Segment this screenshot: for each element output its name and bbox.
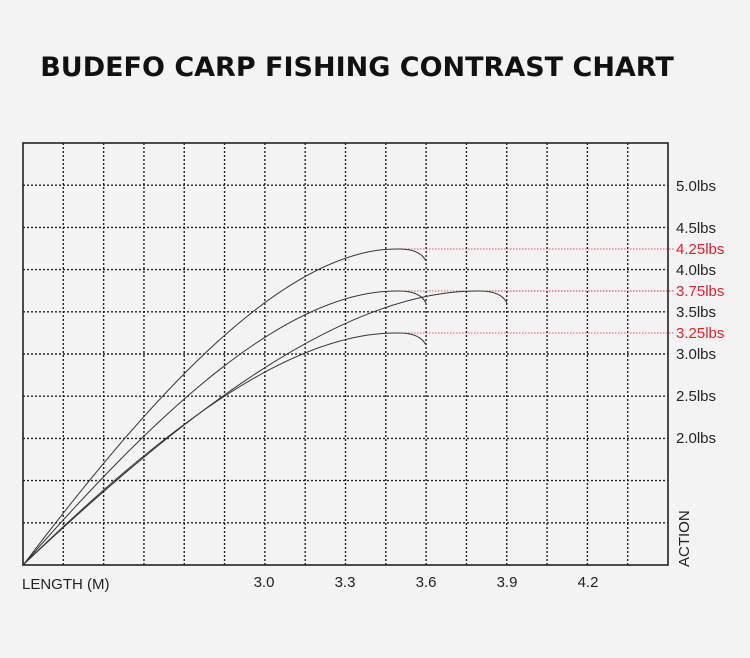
y-tick-label: 3.0lbs bbox=[676, 346, 716, 363]
x-axis-ticks: 3.0 3.3 3.6 3.9 4.2 bbox=[254, 574, 599, 591]
rod-curve bbox=[23, 332, 427, 565]
curves bbox=[23, 248, 508, 565]
y-tick-label: 2.0lbs bbox=[676, 430, 716, 447]
grid bbox=[23, 143, 668, 565]
rod-curve bbox=[23, 248, 427, 565]
rod-curve bbox=[23, 290, 508, 565]
x-tick-label: 3.3 bbox=[335, 574, 356, 591]
y-tick-label: 4.5lbs bbox=[676, 220, 716, 237]
x-tick-label: 4.2 bbox=[578, 574, 599, 591]
y-tick-label: 3.5lbs bbox=[676, 304, 716, 321]
plot-frame bbox=[22, 142, 669, 566]
y-tick-label: 2.5lbs bbox=[676, 388, 716, 405]
rod-curve bbox=[23, 290, 427, 565]
y-axis-label: ACTION bbox=[676, 510, 693, 567]
y-tick-label: 5.0lbs bbox=[676, 178, 716, 195]
x-tick-label: 3.6 bbox=[416, 574, 437, 591]
y-tick-label-highlight: 3.25lbs bbox=[676, 325, 724, 342]
y-tick-label-highlight: 4.25lbs bbox=[676, 241, 724, 258]
chart-title: BUDEFO CARP FISHING CONTRAST CHART bbox=[40, 52, 674, 83]
y-tick-label: 4.0lbs bbox=[676, 262, 716, 279]
reference-lines bbox=[399, 248, 674, 334]
y-tick-label-highlight: 3.75lbs bbox=[676, 283, 724, 300]
x-tick-label: 3.0 bbox=[254, 574, 275, 591]
x-axis-label: LENGTH (M) bbox=[22, 576, 110, 593]
y-axis-ticks: 5.0lbs 4.5lbs 4.0lbs 3.5lbs 3.0lbs 2.5lbs 2.0l… bbox=[676, 178, 724, 447]
x-tick-label: 3.9 bbox=[497, 574, 518, 591]
